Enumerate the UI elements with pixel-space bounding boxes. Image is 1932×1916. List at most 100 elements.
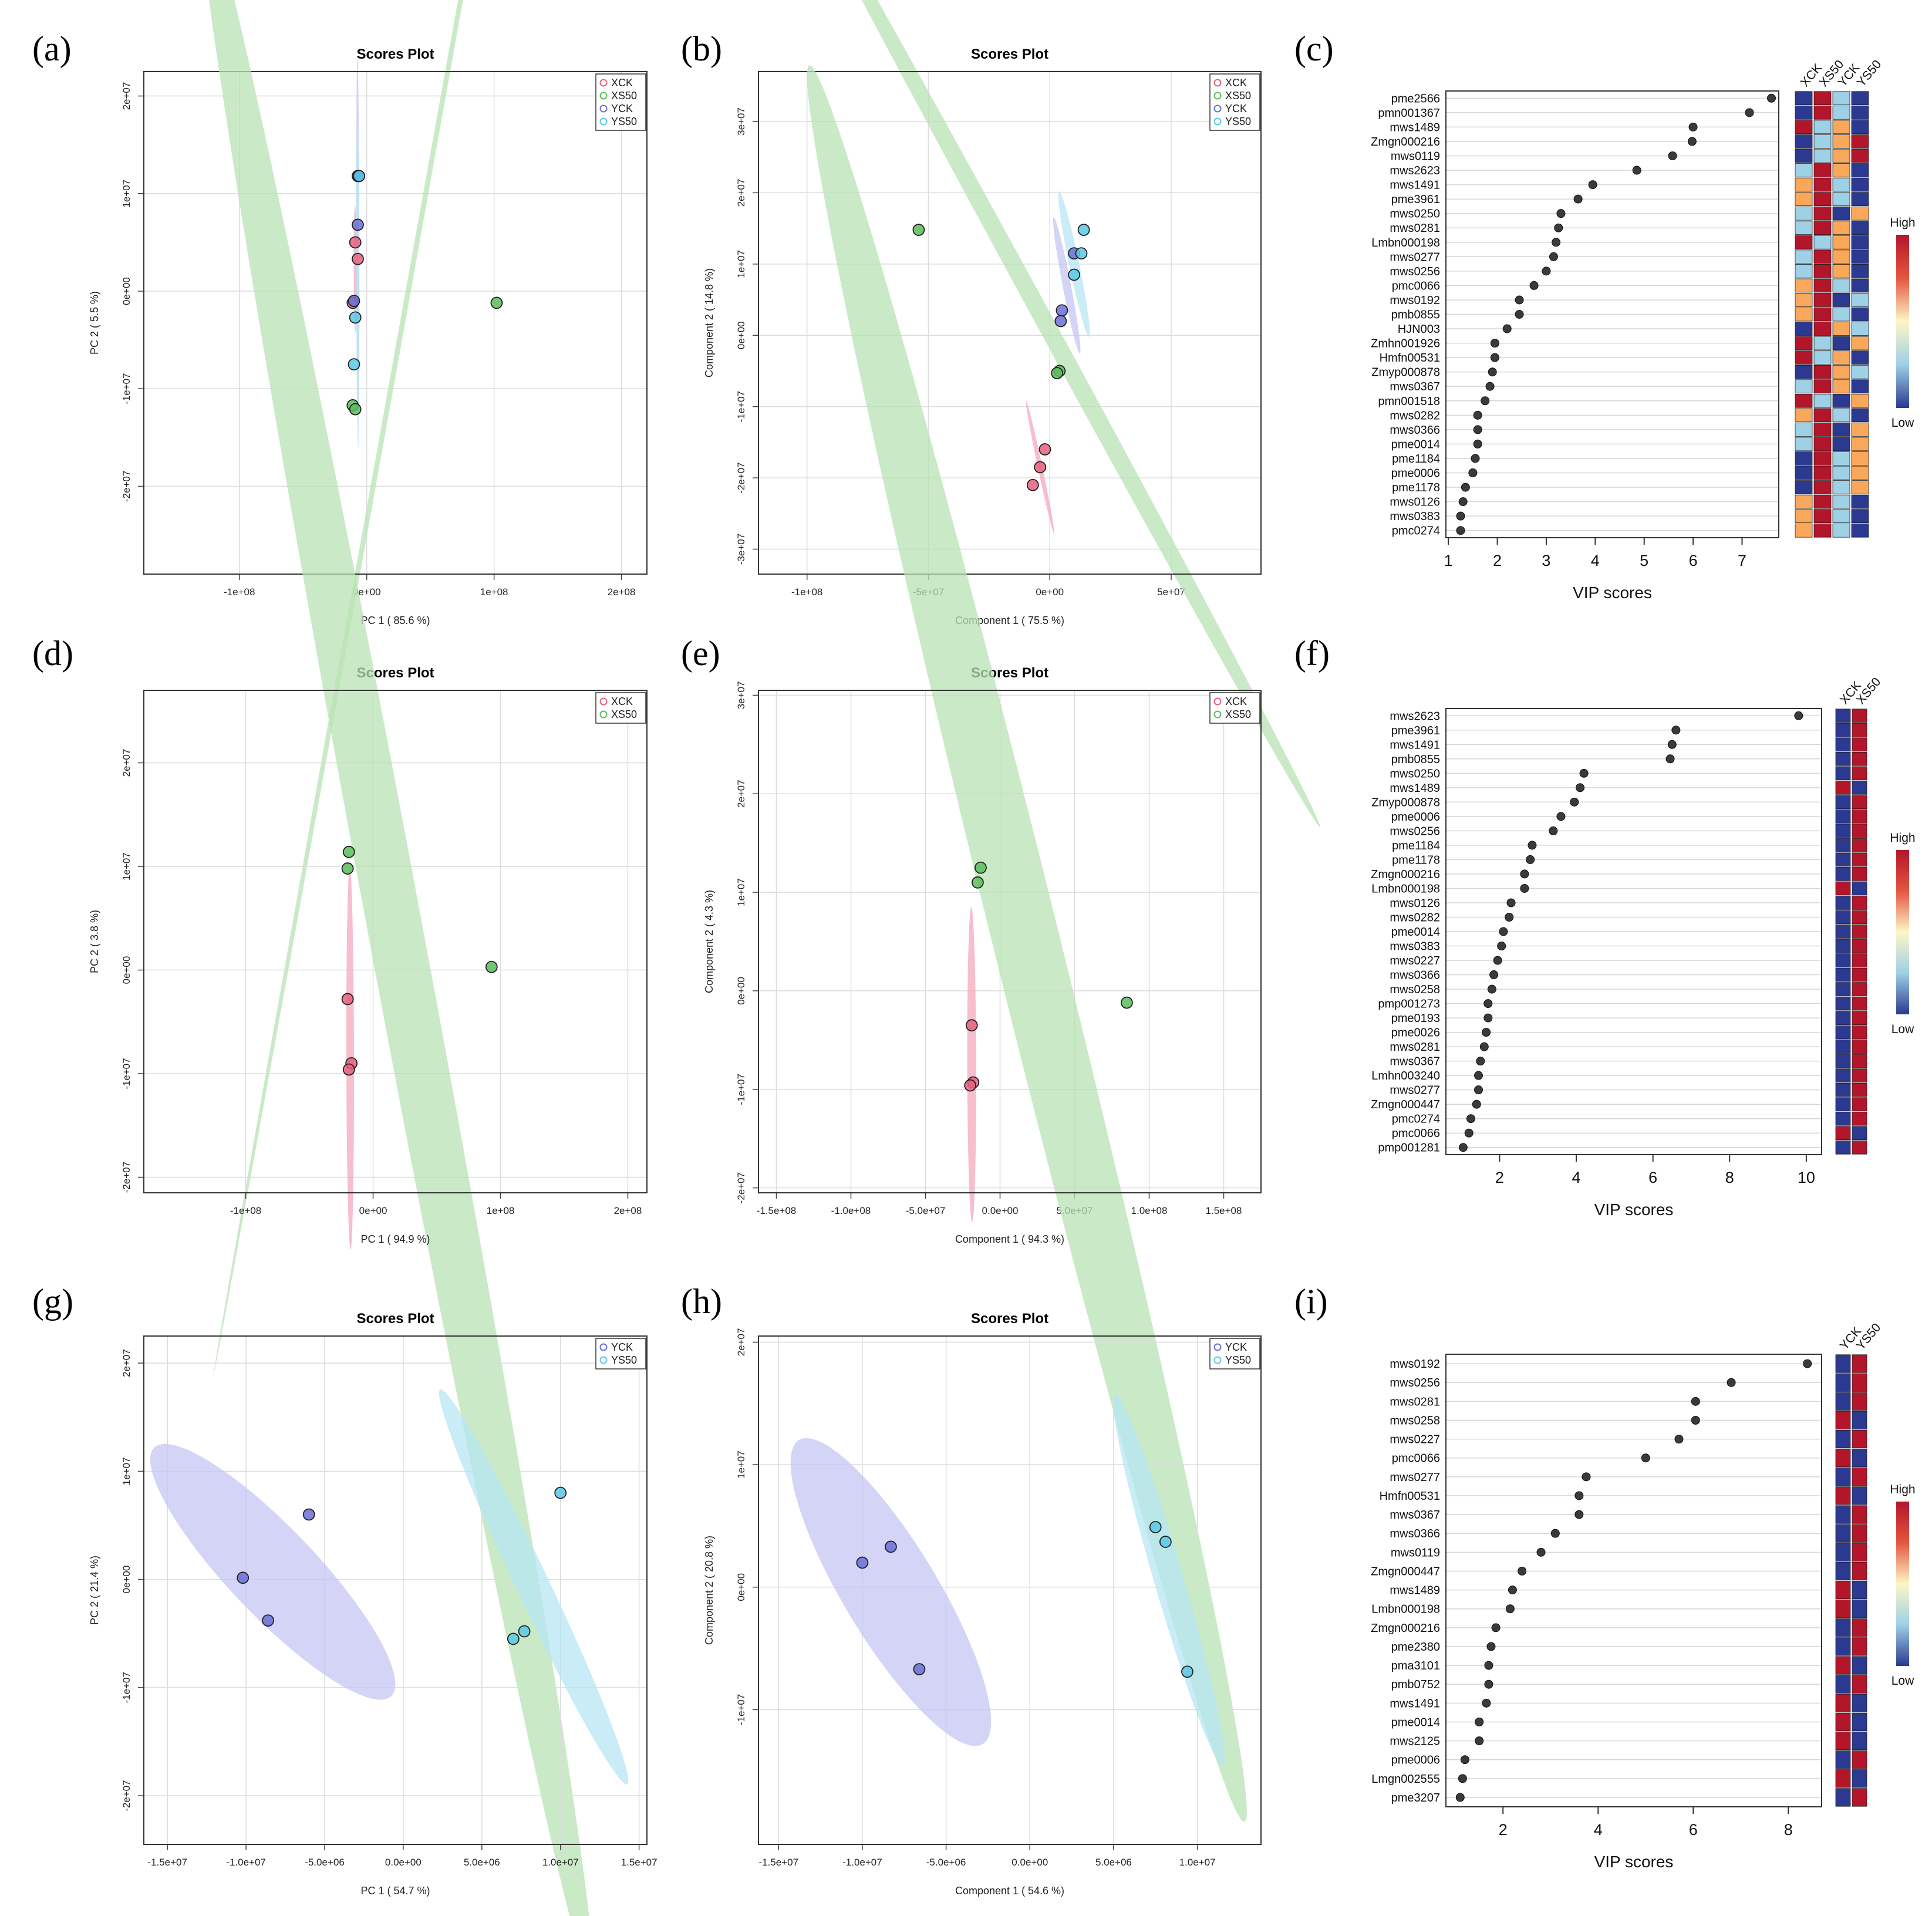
- metabolite-label: pme0006: [1391, 811, 1440, 824]
- confidence-ellipse-xs50: [861, 0, 1321, 828]
- metabolite-label: mws1491: [1390, 1697, 1440, 1710]
- metabolite-label: pme0014: [1391, 926, 1440, 939]
- y-tick-label: 3e+07: [736, 682, 747, 710]
- metabolite-label: HJN003: [1398, 323, 1440, 336]
- metabolite-label: mws0277: [1390, 251, 1440, 264]
- heatmap-cell: [1852, 1025, 1867, 1040]
- y-tick-label: 0e+00: [736, 321, 747, 349]
- legend-box: [595, 73, 646, 131]
- metabolite-label: pme2566: [1391, 92, 1440, 105]
- legend-marker-xs50: [599, 710, 608, 718]
- metabolite-label: mws0126: [1390, 496, 1440, 509]
- heatmap-cell: [1795, 350, 1813, 365]
- plot-frame: [758, 690, 1262, 1193]
- confidence-ellipse-ys50: [1112, 1394, 1225, 1766]
- vip-dot: [1549, 826, 1558, 835]
- legend-marker-xck: [599, 697, 608, 706]
- plot-frame: [143, 1335, 648, 1845]
- plot-frame: [758, 71, 1262, 575]
- metabolite-label: mws0277: [1390, 1471, 1440, 1484]
- heatmap-cell: [1795, 336, 1813, 350]
- data-point-yck: [1054, 315, 1067, 328]
- panel-label: (d): [32, 634, 73, 673]
- heatmap-cell: [1835, 1694, 1851, 1712]
- legend-marker-ys50: [599, 1356, 608, 1364]
- vip-dot: [1579, 768, 1589, 778]
- metabolite-label: pme1178: [1392, 481, 1440, 494]
- panel-label: (e): [681, 634, 720, 673]
- data-point-xs50: [342, 845, 355, 858]
- y-tick-label: -1e+07: [736, 1694, 747, 1725]
- heatmap-cell: [1851, 379, 1869, 394]
- metabolite-label: pme3961: [1391, 724, 1440, 737]
- heatmap-cell: [1852, 896, 1867, 910]
- data-point-ys50: [348, 358, 360, 371]
- heatmap-cell: [1832, 480, 1850, 494]
- heatmap-cell: [1851, 264, 1869, 278]
- plot-frame: [1445, 90, 1779, 538]
- heatmap-cell: [1835, 809, 1851, 824]
- metabolite-label: mws0256: [1390, 825, 1440, 838]
- heatmap-cell: [1835, 1449, 1851, 1468]
- chart-title: Scores Plot: [356, 1311, 434, 1327]
- metabolite-label: Lmbn000198: [1371, 237, 1440, 249]
- heatmap-cell: [1835, 1054, 1851, 1068]
- panel-g: (g) Scores Plot -1.5e+07 -1.0e+07 -5.0e+06 0.…: [32, 1282, 658, 1897]
- heatmap-cell: [1852, 795, 1867, 809]
- plot-frame: [758, 1335, 1262, 1845]
- vip-dot: [1490, 339, 1499, 348]
- legend-marker-ys50: [599, 117, 608, 126]
- data-point-ys50: [1159, 1536, 1172, 1548]
- metabolite-label: pmp001273: [1378, 998, 1440, 1011]
- metabolite-label: mws0256: [1390, 1377, 1440, 1389]
- heatmap-cell: [1835, 1656, 1851, 1675]
- colorbar: [1896, 850, 1909, 1014]
- heatmap-cell: [1835, 737, 1851, 752]
- vip-dot: [1691, 1415, 1700, 1425]
- y-tick-label: 1e+07: [121, 852, 132, 881]
- metabolite-label: mws0227: [1390, 1433, 1440, 1446]
- metabolite-label: pme3961: [1391, 193, 1440, 206]
- metabolite-label: pmb0752: [1391, 1678, 1440, 1691]
- data-point-xck: [1026, 478, 1039, 491]
- x-tick-label: 0e+00: [1036, 586, 1064, 598]
- vip-dot: [1464, 1128, 1474, 1138]
- heatmap-cell: [1835, 1429, 1851, 1449]
- heatmap-cell: [1835, 1082, 1851, 1097]
- heatmap-cell: [1832, 134, 1850, 149]
- heatmap-cell: [1851, 221, 1869, 235]
- heatmap-cell: [1795, 264, 1813, 278]
- vip-dot: [1491, 1623, 1501, 1632]
- x-tick-label: 0.0e+00: [1011, 1857, 1048, 1868]
- legend-label: YCK: [1225, 1341, 1247, 1353]
- data-point-xck: [1039, 443, 1051, 456]
- vip-dot: [1484, 1679, 1493, 1689]
- heatmap-cell: [1835, 1354, 1851, 1373]
- metabolite-label: mws0282: [1390, 409, 1440, 422]
- heatmap-cell: [1813, 91, 1832, 106]
- x-axis-label: PC 1 ( 54.7 %): [360, 1885, 430, 1897]
- data-point-yck: [352, 218, 364, 231]
- y-tick-label: 0e+00: [736, 1573, 747, 1601]
- data-point-xck: [352, 252, 364, 265]
- vip-dot: [1727, 1378, 1736, 1387]
- vip-dot: [1458, 1774, 1467, 1783]
- metabolite-label: pme1184: [1392, 839, 1440, 852]
- heatmap-cell: [1832, 437, 1850, 451]
- y-tick-label: 2e+07: [121, 82, 132, 110]
- heatmap-cell: [1813, 336, 1832, 350]
- heatmap-cell: [1851, 235, 1869, 249]
- heatmap-cell: [1852, 1373, 1867, 1392]
- heatmap-cell: [1851, 249, 1869, 264]
- x-axis-label: PC 1 ( 85.6 %): [360, 615, 430, 626]
- vip-dot: [1549, 252, 1558, 261]
- heatmap-cell: [1832, 278, 1850, 293]
- heatmap-cell: [1852, 1694, 1867, 1712]
- heatmap-cell: [1852, 1486, 1867, 1505]
- heatmap-cell: [1852, 1712, 1867, 1732]
- heatmap-cell: [1835, 1769, 1851, 1788]
- vip-dot: [1554, 223, 1563, 232]
- vip-dot: [1582, 1472, 1591, 1482]
- heatmap-cell: [1832, 307, 1850, 322]
- data-point-xs50: [490, 296, 503, 309]
